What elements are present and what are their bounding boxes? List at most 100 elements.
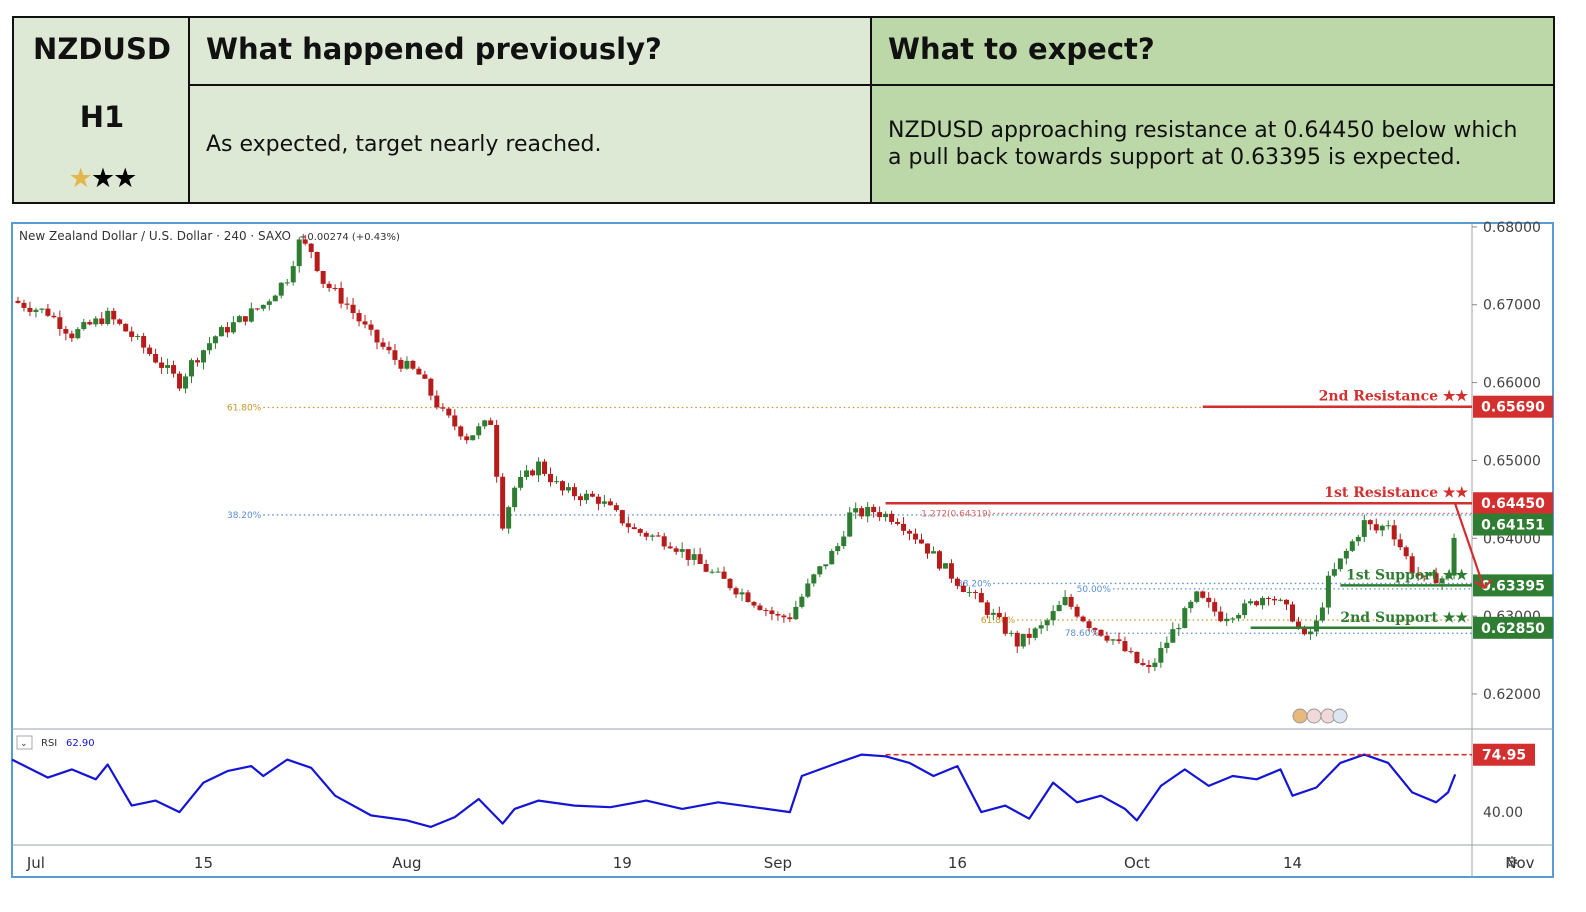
candle: [1433, 573, 1439, 584]
candle: [242, 316, 248, 322]
candle: [350, 304, 356, 314]
candle: [368, 324, 374, 330]
rating-stars: ★★★: [14, 164, 190, 194]
candle: [703, 564, 709, 572]
candle: [308, 243, 314, 252]
candle: [571, 487, 577, 497]
candle: [290, 266, 296, 283]
candle: [1230, 618, 1236, 620]
candle: [769, 610, 775, 615]
time-axis: Jul 15 Aug 19 Sep 16 Oct 14 Nov: [26, 854, 1535, 872]
candle: [841, 536, 847, 547]
rsi-marker-tag: [1473, 743, 1535, 766]
candle: [1289, 604, 1295, 622]
candle: [1260, 597, 1266, 606]
candle: [907, 530, 913, 534]
candle: [446, 408, 452, 416]
candle: [1020, 633, 1026, 647]
candle: [739, 592, 745, 595]
candle: [530, 470, 536, 476]
candle: [428, 378, 434, 396]
event-flag-icon[interactable]: [1292, 708, 1308, 724]
expect-text: NZDUSD approaching resistance at 0.64450…: [888, 118, 1518, 170]
candle: [733, 588, 739, 595]
candle: [123, 323, 129, 332]
rsi-legend: ⌄ RSI 62.90: [16, 735, 95, 750]
candle: [1445, 575, 1451, 579]
candle: [1158, 648, 1164, 663]
candle: [1038, 625, 1044, 629]
price-tick-label: 0.68000: [1483, 220, 1541, 236]
candle: [1295, 621, 1301, 627]
candle: [583, 493, 589, 501]
candle: [984, 602, 990, 615]
candle: [153, 354, 159, 363]
time-tick-label: 14: [1283, 854, 1302, 872]
level-price-label: 0.63395: [1481, 578, 1545, 594]
price-tick-label: 0.66000: [1483, 376, 1541, 392]
candle: [1343, 550, 1349, 559]
fib-label: 78.60%: [1065, 629, 1100, 639]
candle: [15, 300, 21, 303]
chart-frame: [11, 222, 1554, 878]
star-icon: ★: [113, 163, 137, 194]
symbol-name: NZDUSD: [33, 32, 171, 66]
candle: [404, 360, 410, 369]
candle: [1385, 525, 1391, 527]
candle: [1307, 631, 1313, 635]
candle: [135, 336, 141, 338]
time-tick-label: 16: [948, 854, 967, 872]
candle: [1379, 525, 1385, 531]
candle: [374, 329, 380, 343]
collapse-toggle[interactable]: [16, 735, 33, 750]
level-label: 1st Resistance ★★: [1324, 485, 1468, 501]
candle: [488, 420, 494, 425]
previous-header-cell: What happened previously?: [190, 18, 872, 86]
candle: [284, 282, 290, 284]
candle: [1319, 607, 1325, 621]
candle: [1254, 601, 1260, 606]
event-flag-icon[interactable]: [1306, 708, 1322, 724]
candle: [392, 350, 398, 360]
time-tick-label: Oct: [1124, 854, 1150, 872]
time-tick-label: Aug: [392, 854, 421, 872]
candle: [930, 551, 936, 554]
candle: [936, 551, 942, 569]
expect-title: What to expect?: [888, 32, 1155, 66]
candle: [314, 251, 320, 272]
candle: [661, 536, 667, 547]
candle: [33, 309, 39, 312]
candle: [189, 360, 195, 377]
settings-gear-icon[interactable]: ⚙: [1505, 853, 1518, 871]
candle: [799, 596, 805, 607]
candle: [548, 473, 554, 483]
candle: [721, 571, 727, 579]
candle: [1242, 603, 1248, 616]
candle: [996, 612, 1002, 618]
candle: [811, 574, 817, 584]
candle: [679, 549, 685, 552]
candle: [224, 327, 230, 333]
candle: [1062, 596, 1068, 606]
fib-label: 61.80%: [981, 616, 1016, 626]
candle: [1002, 617, 1008, 634]
level-price-label: 0.62850: [1481, 621, 1545, 637]
candle: [536, 461, 542, 476]
candle: [458, 426, 464, 437]
candle: [1224, 618, 1230, 622]
candle: [1074, 606, 1080, 617]
candle: [1146, 665, 1152, 668]
candle: [230, 322, 236, 333]
fib-label: 38.20%: [957, 579, 992, 589]
candle: [1116, 639, 1122, 642]
candle: [57, 317, 63, 330]
candle: [1212, 602, 1218, 612]
candle: [1427, 573, 1433, 576]
candle: [727, 578, 733, 589]
candle: [1373, 524, 1379, 531]
event-flag-icon[interactable]: [1332, 708, 1348, 724]
candle: [380, 342, 386, 347]
candle: [494, 424, 500, 477]
candle: [1409, 556, 1415, 574]
candle: [260, 304, 266, 309]
